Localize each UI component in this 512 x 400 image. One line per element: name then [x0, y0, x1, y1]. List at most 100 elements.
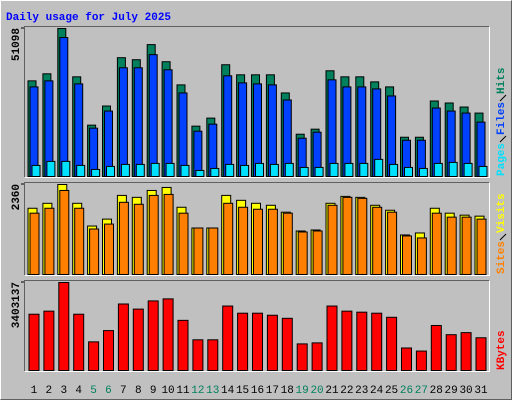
- x-tick-label: 23: [355, 385, 368, 397]
- bar: [106, 165, 115, 177]
- bar: [314, 166, 324, 178]
- legend: Sites Visits: [496, 193, 508, 274]
- bar: [416, 237, 427, 275]
- bar: [282, 212, 293, 275]
- bar: [357, 197, 368, 275]
- panel-edge-light: [24, 182, 490, 276]
- bar: [240, 164, 250, 177]
- x-tick-label: 22: [340, 385, 353, 397]
- legend-separator: [499, 135, 507, 143]
- legend-separator: [499, 233, 507, 241]
- x-tick-label: 20: [310, 385, 323, 397]
- x-tick-label: 14: [221, 385, 235, 397]
- bar: [44, 207, 55, 275]
- x-tick-label: 6: [105, 385, 112, 397]
- bar: [371, 312, 383, 371]
- y-tick-label: 2360: [11, 184, 23, 210]
- x-tick-label: 1: [31, 385, 38, 397]
- bar: [148, 194, 159, 276]
- x-tick-label: 9: [150, 385, 157, 397]
- bar: [132, 308, 144, 372]
- bar: [372, 206, 383, 275]
- x-tick-label: 3: [60, 385, 67, 397]
- x-tick-label: 21: [325, 385, 339, 397]
- bar: [404, 166, 413, 178]
- bar: [386, 316, 398, 371]
- bar: [296, 343, 308, 372]
- x-tick-label: 15: [236, 385, 249, 397]
- x-tick-label: 12: [191, 385, 204, 397]
- legend-separator: [499, 94, 507, 102]
- bar: [117, 303, 129, 372]
- bar: [431, 212, 442, 275]
- bar: [61, 160, 71, 177]
- x-tick-label: 4: [75, 385, 82, 397]
- panel-edge-dark: [24, 26, 490, 178]
- bar: [91, 168, 101, 177]
- bar: [238, 82, 248, 177]
- bar: [162, 298, 174, 371]
- bar: [430, 324, 442, 371]
- bar: [104, 223, 114, 275]
- bar: [387, 211, 398, 276]
- bar: [147, 300, 159, 372]
- bar: [89, 228, 100, 276]
- x-tick-label: 25: [385, 385, 398, 397]
- bar: [88, 341, 100, 371]
- legend: KBytes: [496, 330, 508, 370]
- bar: [342, 196, 353, 276]
- bar: [135, 163, 145, 177]
- bar: [281, 317, 293, 371]
- bar: [374, 158, 384, 178]
- x-tick-label: 18: [281, 385, 294, 397]
- bar: [29, 212, 40, 275]
- legend: Pages Files Hits: [496, 68, 508, 176]
- bar: [267, 208, 278, 275]
- bar: [341, 310, 353, 371]
- bar: [415, 350, 427, 372]
- x-tick-label: 29: [445, 385, 458, 397]
- bar: [193, 227, 204, 275]
- panel-edge-light: [24, 26, 490, 178]
- bar: [460, 332, 472, 372]
- bar: [284, 162, 294, 178]
- x-tick-label: 13: [206, 385, 219, 397]
- chart-title: Daily usage for July 2025: [6, 12, 171, 24]
- x-tick-label: 5: [90, 385, 97, 397]
- y-tick-label: 3403137: [11, 282, 23, 328]
- bar: [133, 203, 144, 275]
- x-tick-label: 31: [474, 385, 488, 397]
- x-tick-label: 17: [266, 385, 279, 397]
- bar: [120, 163, 130, 177]
- bar: [178, 92, 188, 177]
- bar: [359, 162, 369, 178]
- bar: [163, 69, 173, 177]
- bar: [255, 162, 264, 178]
- bar: [76, 164, 86, 177]
- bar: [29, 86, 39, 177]
- bar: [165, 162, 175, 178]
- bar: [237, 312, 249, 371]
- y-tick-label: 51098: [11, 28, 23, 61]
- bar: [177, 319, 189, 372]
- bar: [223, 75, 233, 177]
- x-tick-label: 10: [161, 385, 174, 397]
- bar: [478, 165, 488, 177]
- bar: [327, 79, 337, 177]
- bar: [356, 311, 368, 372]
- bar: [74, 83, 84, 177]
- bar: [418, 167, 428, 178]
- legend-label: Pages: [496, 143, 508, 176]
- bar: [133, 67, 143, 177]
- bar: [253, 208, 263, 275]
- x-tick-label: 8: [135, 385, 142, 397]
- bar: [31, 164, 41, 177]
- bar: [266, 314, 278, 371]
- bar: [192, 339, 204, 372]
- bar: [73, 313, 85, 371]
- bar: [59, 37, 69, 177]
- bar: [297, 231, 308, 276]
- legend-label: Hits: [496, 68, 508, 94]
- legend-label: Visits: [496, 193, 508, 233]
